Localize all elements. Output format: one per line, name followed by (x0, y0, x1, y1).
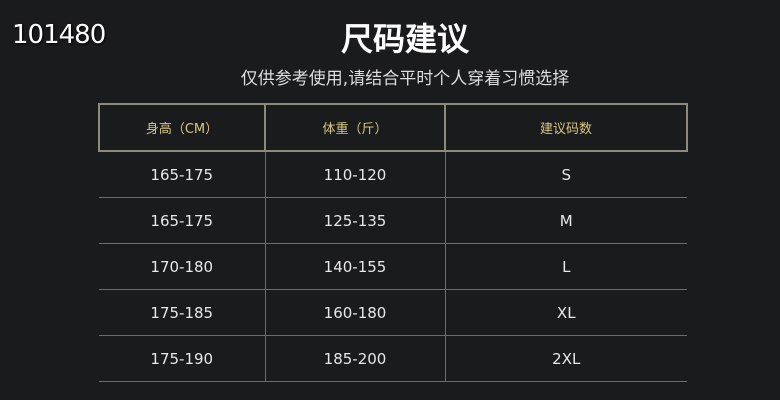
size-cell: L (444, 243, 687, 290)
table-header: 身高（CM） 体重（斤） 建议码数 (98, 103, 688, 152)
height-cell: 165-175 (99, 151, 265, 198)
product-code: 101480 (12, 20, 106, 50)
header-weight: 体重（斤） (264, 103, 446, 152)
header-height: 身高（CM） (98, 103, 266, 152)
table-row: 175-190 185-200 2XL (99, 335, 687, 382)
size-table: 身高（CM） 体重（斤） 建议码数 165-175 110-120 S 165-175… (98, 103, 688, 382)
size-cell: M (444, 197, 687, 244)
table-row: 175-185 160-180 XL (99, 289, 687, 336)
size-cell: XL (444, 289, 687, 336)
weight-cell: 110-120 (264, 151, 445, 198)
subtitle: 仅供参考使用,请结合平时个人穿着习惯选择 (240, 69, 570, 89)
weight-cell: 140-155 (264, 243, 445, 290)
table-row: 165-175 125-135 M (99, 197, 687, 244)
height-cell: 170-180 (99, 243, 265, 290)
height-cell: 165-175 (99, 197, 265, 244)
table-row: 165-175 110-120 S (99, 151, 687, 198)
height-cell: 175-185 (99, 289, 265, 336)
size-cell: 2XL (444, 335, 687, 382)
size-cell: S (444, 151, 687, 198)
weight-cell: 125-135 (264, 197, 445, 244)
weight-cell: 160-180 (264, 289, 445, 336)
page-title: 尺码建议 (340, 20, 469, 58)
table-row: 170-180 140-155 L (99, 243, 687, 290)
weight-cell: 185-200 (264, 335, 445, 382)
height-cell: 175-190 (99, 335, 265, 382)
header-size: 建议码数 (444, 103, 688, 152)
